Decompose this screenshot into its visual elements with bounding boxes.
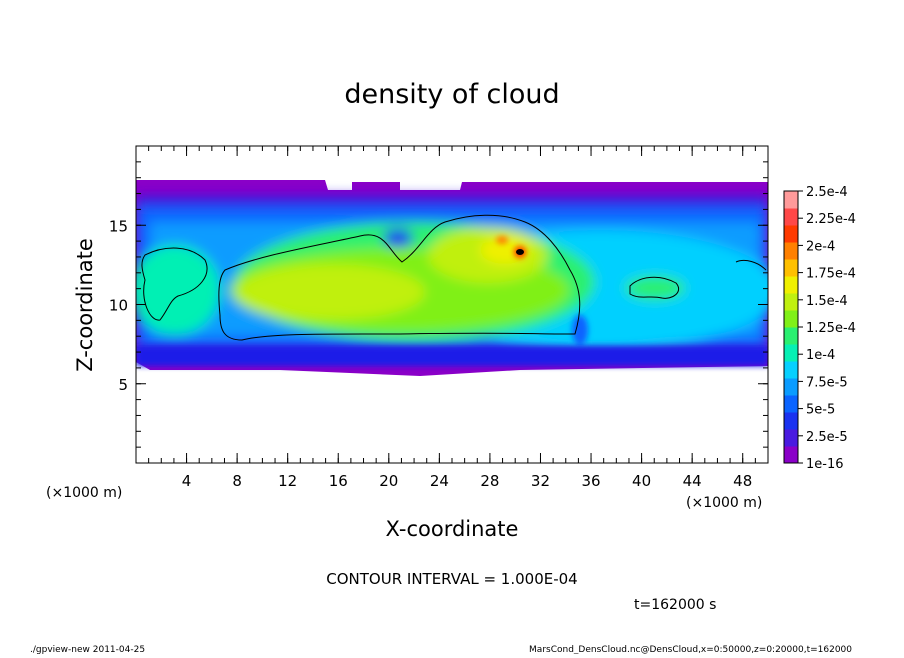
colorbar-label: 1e-4 (806, 348, 835, 363)
colorbar-label: 5e-5 (806, 403, 835, 418)
x-tick-label: 44 (683, 472, 702, 490)
colorbar-label: 1e-16 (806, 457, 844, 472)
colorbar-label: 2e-4 (806, 239, 835, 254)
colorbar-label: 1.25e-4 (806, 321, 856, 336)
colorbar-label: 1.5e-4 (806, 294, 848, 309)
colorbar-label: 2.5e-5 (806, 430, 848, 445)
colorbar-swatch (784, 327, 798, 345)
x-tick-label: 28 (480, 472, 499, 490)
colorbar-swatch (784, 344, 798, 362)
colorbar-label: 2.25e-4 (806, 212, 856, 227)
colorbar-swatch (784, 395, 798, 413)
colorbar-swatch (784, 310, 798, 328)
colorbar-swatch (784, 361, 798, 379)
colorbar-swatch (784, 276, 798, 294)
footer-left: ./gpview-new 2011-04-25 (30, 645, 145, 654)
colorbar-swatch (784, 293, 798, 311)
chart-title: density of cloud (344, 79, 559, 110)
y-tick-label: 10 (109, 297, 128, 315)
colorbar-swatch (784, 242, 798, 260)
colorbar-swatch (784, 446, 798, 464)
colorbar: 1e-16 2.5e-5 5e-5 7.5e-5 1e-4 1.25e-4 1.5e-4 1.… (783, 185, 856, 472)
colorbar-swatch (784, 378, 798, 396)
time-label: t=162000 s (634, 597, 716, 613)
x-tick-label: 32 (531, 472, 550, 490)
y-tick-label: 5 (118, 376, 128, 394)
x-axis-label: X-coordinate (386, 517, 519, 541)
x-tick-label: 8 (232, 472, 242, 490)
colorbar-swatch (784, 429, 798, 447)
x-unit-left: (×1000 m) (46, 485, 122, 501)
x-tick-label: 24 (430, 472, 449, 490)
y-tick-label: 15 (109, 217, 128, 235)
x-tick-label: 48 (733, 472, 752, 490)
colorbar-swatch (784, 225, 798, 243)
colorbar-swatch (784, 412, 798, 430)
colorbar-label: 7.5e-5 (806, 375, 848, 390)
colorbar-swatch (784, 208, 798, 226)
colorbar-swatch (784, 191, 798, 209)
x-unit-right: (×1000 m) (686, 495, 762, 511)
footer-right: MarsCond_DensCloud.nc@DensCloud,x=0:5000… (529, 645, 852, 654)
density-field (136, 180, 768, 376)
x-tick-label: 4 (182, 472, 192, 490)
colorbar-label: 2.5e-4 (806, 185, 848, 200)
y-axis-label: Z-coordinate (73, 238, 97, 372)
x-tick-label: 12 (278, 472, 297, 490)
x-tick-label: 16 (329, 472, 348, 490)
x-tick-label: 20 (379, 472, 398, 490)
contour-interval-label: CONTOUR INTERVAL = 1.000E-04 (326, 570, 577, 588)
x-tick-label: 36 (581, 472, 600, 490)
x-tick-label: 40 (632, 472, 651, 490)
colorbar-label: 1.75e-4 (806, 267, 856, 282)
colorbar-swatch (784, 259, 798, 277)
